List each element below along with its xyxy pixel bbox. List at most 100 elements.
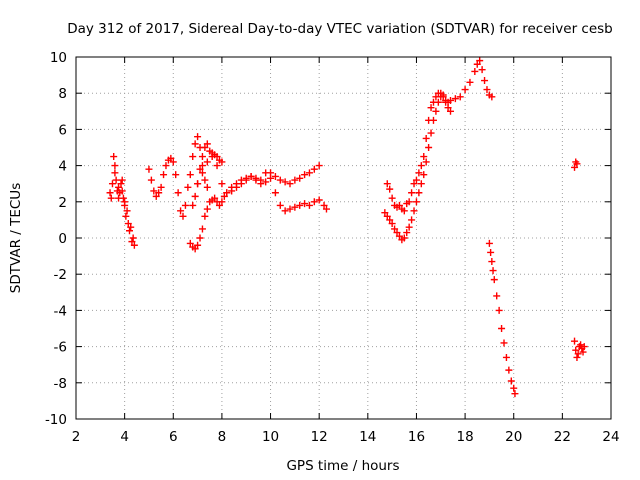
data-point xyxy=(461,86,469,94)
data-point xyxy=(110,153,118,161)
data-point xyxy=(571,337,579,345)
data-point xyxy=(194,180,202,188)
y-tick-label: 8 xyxy=(58,86,67,102)
x-tick-label: 12 xyxy=(311,429,328,445)
data-point xyxy=(427,104,435,112)
x-tick-label: 16 xyxy=(408,429,425,445)
data-point xyxy=(579,348,587,356)
data-point xyxy=(186,171,194,179)
data-point xyxy=(194,241,202,249)
data-point xyxy=(422,158,430,166)
data-point xyxy=(296,174,304,182)
data-point xyxy=(172,171,180,179)
data-point xyxy=(106,189,114,197)
data-point xyxy=(301,171,309,179)
data-point xyxy=(400,234,408,242)
data-point xyxy=(108,180,116,188)
data-point xyxy=(572,346,580,354)
data-point xyxy=(262,178,270,186)
data-point xyxy=(203,205,211,213)
data-point xyxy=(427,129,435,137)
data-point xyxy=(201,212,209,220)
data-point xyxy=(498,325,506,332)
data-point xyxy=(391,225,399,233)
data-point xyxy=(403,229,411,237)
data-point xyxy=(281,178,289,186)
data-point xyxy=(242,176,250,184)
data-point xyxy=(127,223,135,231)
data-point xyxy=(130,241,138,249)
data-point xyxy=(191,245,199,253)
data-point xyxy=(473,60,481,68)
x-tick-label: 2 xyxy=(72,429,81,445)
y-tick-label: 0 xyxy=(58,231,67,247)
data-point xyxy=(186,239,194,247)
data-point xyxy=(118,187,126,195)
data-point xyxy=(487,248,495,256)
data-point xyxy=(184,183,192,191)
data-point xyxy=(286,180,294,188)
data-point xyxy=(237,180,245,188)
data-point xyxy=(408,216,416,224)
data-point xyxy=(315,162,323,170)
data-point xyxy=(218,158,226,166)
data-point xyxy=(483,86,491,94)
data-point xyxy=(228,187,236,195)
data-point xyxy=(410,207,418,215)
data-point xyxy=(215,201,223,209)
x-tick-label: 24 xyxy=(602,429,619,445)
data-point xyxy=(388,194,396,202)
data-point xyxy=(511,390,519,398)
data-point xyxy=(162,162,170,170)
data-point xyxy=(405,198,413,206)
data-point xyxy=(442,98,450,106)
data-point xyxy=(203,183,211,191)
data-point xyxy=(490,276,498,284)
data-point xyxy=(189,201,197,209)
data-point xyxy=(123,207,131,215)
data-point xyxy=(417,180,425,188)
data-point xyxy=(410,180,418,188)
data-point xyxy=(573,160,581,168)
data-point xyxy=(305,169,313,177)
data-point xyxy=(415,169,423,177)
x-tick-label: 4 xyxy=(120,429,129,445)
data-point xyxy=(500,339,508,347)
data-point xyxy=(152,192,160,200)
data-point xyxy=(456,93,464,101)
data-point xyxy=(420,153,428,161)
data-point xyxy=(315,196,323,204)
data-point xyxy=(495,306,503,314)
data-point xyxy=(466,78,474,86)
data-point xyxy=(107,194,115,202)
data-point xyxy=(571,163,579,171)
data-point xyxy=(128,238,136,246)
data-point xyxy=(252,176,260,184)
data-point xyxy=(507,377,515,385)
data-point xyxy=(198,162,206,170)
data-point xyxy=(211,194,219,202)
data-point xyxy=(115,183,123,191)
data-point xyxy=(155,189,163,197)
data-point xyxy=(124,220,132,228)
data-point xyxy=(488,93,496,101)
data-point xyxy=(386,185,394,193)
data-point xyxy=(286,205,294,213)
data-point xyxy=(439,91,447,99)
y-axis-ticks: -10 -8 -6 -4 -2 0 2 4 6 8 10 xyxy=(45,50,611,428)
data-point xyxy=(201,176,209,184)
data-point xyxy=(169,158,177,166)
y-tick-label: 6 xyxy=(58,122,67,138)
data-point xyxy=(218,198,226,206)
x-tick-label: 6 xyxy=(169,429,178,445)
x-axis-ticks: 2 4 6 8 10 12 14 16 18 20 22 24 xyxy=(72,57,620,445)
data-point xyxy=(198,169,206,177)
data-point xyxy=(310,165,318,173)
data-point xyxy=(471,67,479,75)
data-point xyxy=(432,107,440,115)
y-tick-label: -8 xyxy=(54,376,67,392)
data-point xyxy=(305,201,313,209)
y-tick-label: -2 xyxy=(54,267,67,283)
data-points xyxy=(106,57,588,398)
